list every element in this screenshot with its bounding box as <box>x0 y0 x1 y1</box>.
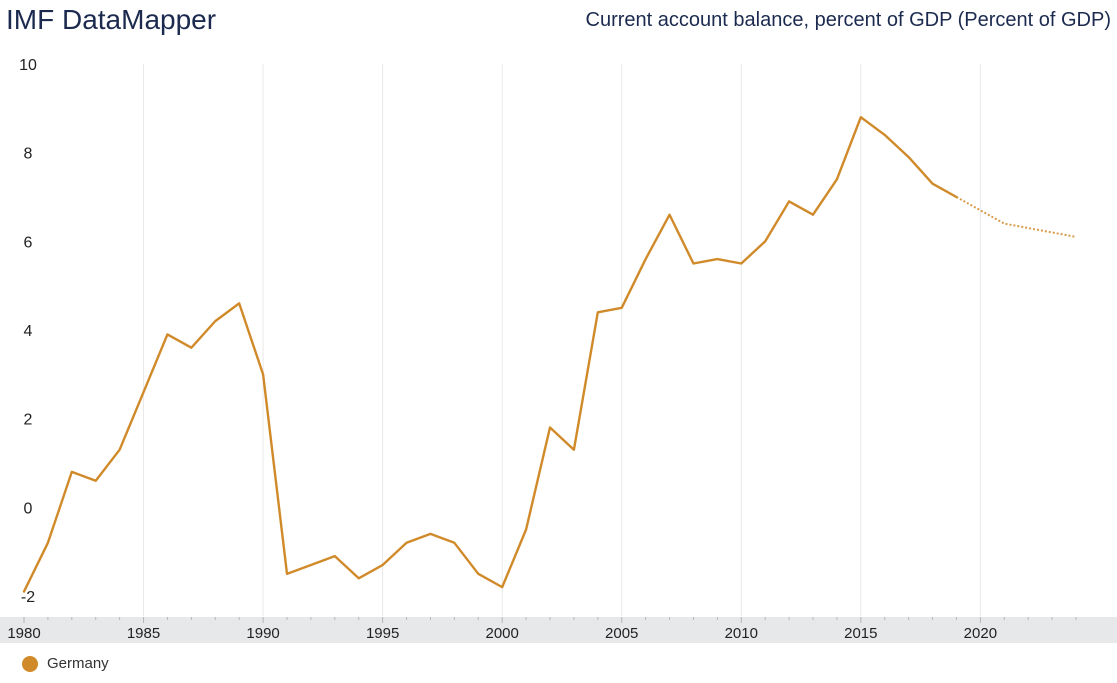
series-projection-germany <box>955 196 1077 238</box>
legend[interactable]: Germany <box>22 655 109 672</box>
legend-swatch-germany <box>22 655 38 672</box>
x-tick-label-2020: 2020 <box>964 625 997 642</box>
x-tick-label-2015: 2015 <box>844 625 877 642</box>
y-axis: -2 0 2 4 6 8 10 <box>19 57 37 606</box>
grid-lines <box>143 64 981 616</box>
series-line-germany <box>22 115 958 593</box>
x-axis-band <box>0 617 1117 643</box>
y-tick-label-4: 4 <box>24 323 33 340</box>
y-tick-label-8: 8 <box>24 146 33 163</box>
y-tick-label-10: 10 <box>19 57 37 74</box>
x-tick-label-1995: 1995 <box>366 625 399 642</box>
y-tick-label-0: 0 <box>24 500 33 517</box>
x-tick-label-2000: 2000 <box>485 625 518 642</box>
x-tick-label-1980: 1980 <box>7 625 40 642</box>
y-tick-label-neg2: -2 <box>21 589 35 606</box>
x-tick-label-1990: 1990 <box>246 625 279 642</box>
brand-title: IMF DataMapper <box>6 4 217 35</box>
indicator-title: Current account balance, percent of GDP … <box>585 9 1111 31</box>
y-tick-label-2: 2 <box>24 412 33 429</box>
x-tick-label-2005: 2005 <box>605 625 638 642</box>
y-tick-label-6: 6 <box>24 234 33 251</box>
legend-label-germany: Germany <box>47 655 109 672</box>
series-layer <box>22 115 1077 593</box>
x-axis: 1980 1985 1990 1995 2000 2005 2010 2015 2020 <box>0 617 1117 643</box>
x-tick-label-1985: 1985 <box>127 625 160 642</box>
x-tick-label-2010: 2010 <box>725 625 758 642</box>
